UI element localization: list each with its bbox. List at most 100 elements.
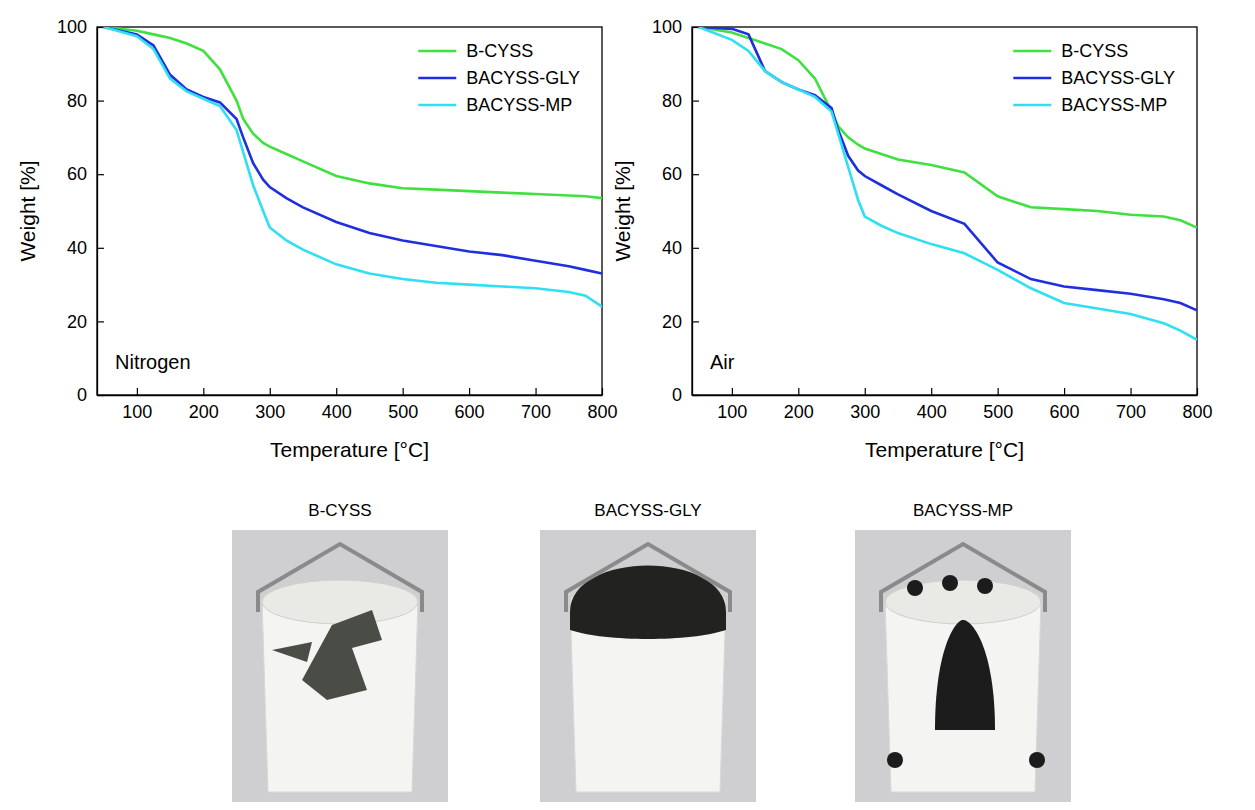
residue — [1029, 752, 1045, 768]
tick: 400 — [917, 388, 947, 422]
tick: 300 — [255, 388, 285, 422]
tick-mark — [97, 321, 104, 322]
tick-mark — [732, 388, 733, 395]
tick-label: 700 — [1116, 402, 1146, 422]
photo-title: B-CYSS — [308, 501, 371, 520]
photo-title: BACYSS-MP — [913, 501, 1013, 520]
tick-mark — [535, 388, 536, 395]
legend-item: BACYSS-GLY — [418, 68, 580, 88]
tick-mark — [97, 174, 104, 175]
tick-label: 20 — [662, 312, 682, 332]
tick: 20 — [662, 312, 699, 332]
tick: 80 — [67, 91, 104, 111]
series-line — [699, 27, 1197, 228]
tick: 700 — [521, 388, 551, 422]
tick-label: 0 — [672, 385, 682, 405]
x-axis: 100 200 300 400 500 600 700 800 — [693, 388, 1213, 422]
residue — [977, 578, 993, 594]
tick-label: 80 — [662, 91, 682, 111]
legend: B-CYSSBACYSS-GLYBACYSS-MP — [1013, 41, 1175, 115]
tick-mark — [692, 321, 699, 322]
plot-area — [699, 27, 1197, 340]
legend-swatch — [1013, 77, 1051, 80]
plot-frame — [97, 27, 602, 395]
legend-swatch — [418, 104, 456, 107]
annotation: Air — [710, 351, 735, 373]
photo — [232, 530, 448, 802]
page: 100200300400500600700800020406080100B-CY… — [0, 0, 1255, 810]
tick: 600 — [1050, 388, 1080, 422]
legend-label: BACYSS-MP — [466, 95, 572, 115]
tick-mark — [1130, 388, 1131, 395]
tick-label: 100 — [57, 17, 87, 37]
photo-background — [855, 530, 1071, 802]
legend-item: BACYSS-MP — [418, 95, 572, 115]
y-axis-title: Weight [%] — [16, 160, 39, 261]
tick-label: 500 — [388, 402, 418, 422]
x-axis-title: Temperature [°C] — [865, 438, 1024, 461]
tick-label: 300 — [850, 402, 880, 422]
tick-mark — [469, 388, 470, 395]
crucible — [885, 600, 1041, 792]
annotation: Nitrogen — [115, 351, 191, 373]
tick: 80 — [662, 91, 699, 111]
tick-label: 300 — [255, 402, 285, 422]
legend-label: BACYSS-GLY — [1061, 68, 1175, 88]
tick-label: 600 — [1050, 402, 1080, 422]
photo-background — [232, 530, 448, 802]
residue — [942, 575, 958, 591]
residue — [302, 610, 382, 700]
tick-label: 100 — [122, 402, 152, 422]
residue — [887, 752, 903, 768]
crucible-handle — [881, 544, 1045, 612]
legend-swatch — [1013, 104, 1051, 107]
crucible-rim — [262, 580, 418, 624]
legend-item: B-CYSS — [1013, 41, 1128, 61]
crucible-handle — [258, 544, 422, 612]
tick-mark — [336, 388, 337, 395]
residue — [907, 580, 923, 596]
y-axis-title: Weight [%] — [611, 160, 634, 261]
tick-label: 40 — [662, 238, 682, 258]
tick-label: 0 — [77, 385, 87, 405]
photo-background — [540, 530, 756, 802]
tick: 60 — [67, 164, 104, 184]
tick-label: 500 — [983, 402, 1013, 422]
tick-label: 100 — [652, 17, 682, 37]
tick-mark — [798, 388, 799, 395]
photo — [540, 530, 756, 802]
tick: 40 — [662, 238, 699, 258]
crucible — [262, 600, 418, 792]
tick-mark — [97, 248, 104, 249]
tick-label: 700 — [521, 402, 551, 422]
tick-mark — [1064, 388, 1065, 395]
crucible-handle — [566, 544, 730, 612]
tick-label: 200 — [784, 402, 814, 422]
residue — [272, 642, 312, 662]
legend-label: B-CYSS — [466, 41, 533, 61]
tick: 700 — [1116, 388, 1146, 422]
tick: 20 — [67, 312, 104, 332]
x-axis-title: Temperature [°C] — [270, 438, 429, 461]
tick: 600 — [455, 388, 485, 422]
tick-label: 600 — [455, 402, 485, 422]
series-line — [104, 27, 602, 274]
tick-label: 40 — [67, 238, 87, 258]
tick-label: 800 — [587, 402, 617, 422]
tick-label: 800 — [1182, 402, 1212, 422]
legend-item: BACYSS-GLY — [1013, 68, 1175, 88]
legend-item: B-CYSS — [418, 41, 533, 61]
tick-label: 60 — [67, 164, 87, 184]
tick: 500 — [983, 388, 1013, 422]
tick-mark — [692, 248, 699, 249]
photo-title: BACYSS-GLY — [594, 501, 701, 520]
tick: 100 — [717, 388, 747, 422]
series-line — [699, 27, 1197, 340]
tick-label: 200 — [189, 402, 219, 422]
chart: 100200300400500600700800020406080100B-CY… — [16, 17, 618, 461]
legend-label: B-CYSS — [1061, 41, 1128, 61]
tick-mark — [692, 174, 699, 175]
legend-swatch — [418, 50, 456, 53]
tick: 60 — [662, 164, 699, 184]
tick: 200 — [189, 388, 219, 422]
